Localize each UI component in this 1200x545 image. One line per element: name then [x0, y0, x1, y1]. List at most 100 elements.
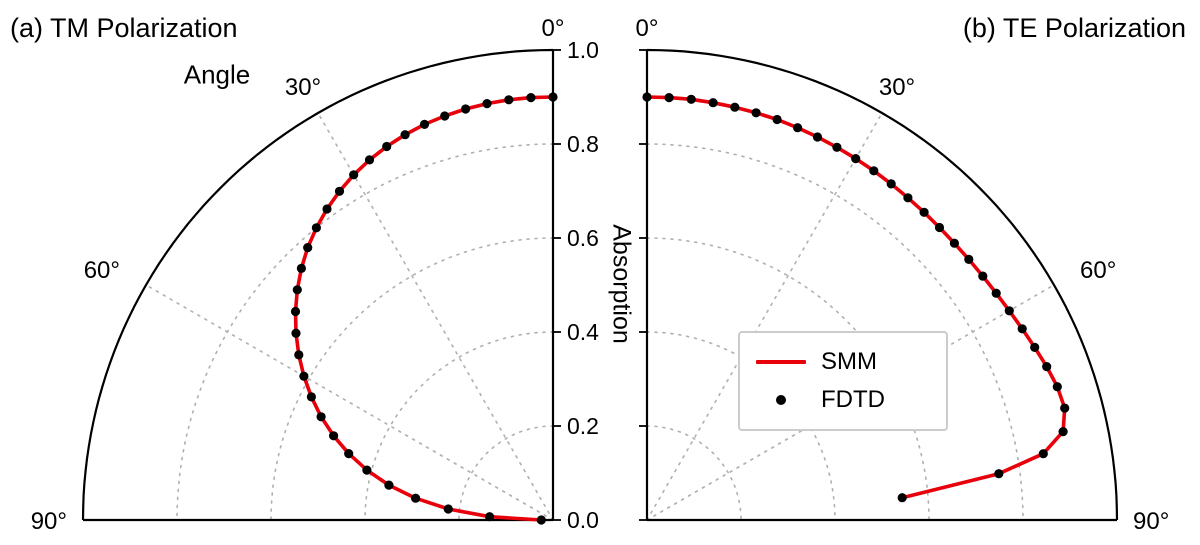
fdtd-point [903, 193, 913, 203]
radial-tick-label: 0.2 [567, 413, 599, 439]
fdtd-point [443, 504, 453, 514]
fdtd-point [1004, 306, 1014, 316]
fdtd-point [1060, 403, 1070, 413]
fdtd-point [461, 104, 471, 114]
fdtd-point [536, 515, 546, 525]
fdtd-point [1038, 449, 1048, 459]
fdtd-point [991, 288, 1001, 298]
panel-a-title: (a) TM Polarization [10, 13, 238, 43]
fdtd-point [1058, 427, 1068, 437]
fdtd-point [548, 92, 558, 102]
fdtd-point [482, 99, 492, 109]
fdtd-point [384, 480, 394, 490]
angle-tick-label: 30° [879, 74, 915, 101]
fdtd-point [664, 93, 674, 103]
fdtd-point [504, 95, 514, 105]
radial-tick-label: 0.8 [567, 131, 599, 157]
fdtd-point [964, 254, 974, 264]
fdtd-point [751, 108, 761, 118]
radial-tick-label: 1.0 [567, 37, 599, 63]
fdtd-point [949, 238, 960, 248]
radial-gridline [364, 331, 554, 521]
legend: SMM FDTD [738, 331, 948, 431]
legend-fdtd-label: FDTD [821, 386, 885, 414]
legend-item-fdtd: FDTD [756, 386, 930, 414]
legend-line-sample [756, 359, 806, 364]
radial-gridline [646, 237, 930, 521]
fdtd-point [294, 350, 304, 360]
fdtd-point [772, 114, 782, 125]
fdtd-point [994, 469, 1004, 479]
angle-gridline [317, 112, 554, 521]
fdtd-point [290, 306, 301, 317]
fdtd-point [919, 207, 929, 217]
fdtd-point [292, 285, 302, 295]
fdtd-point [708, 98, 718, 108]
fdtd-point [303, 243, 313, 253]
angle-tick-label: 90° [1133, 508, 1169, 535]
fdtd-point [299, 371, 309, 381]
fdtd-point [1030, 342, 1040, 352]
fdtd-point [485, 512, 495, 522]
smm-curve [293, 95, 555, 522]
fdtd-point [440, 111, 450, 121]
fdtd-point [411, 493, 421, 503]
radial-gridline [458, 425, 554, 521]
radial-axis-title: Absorption [607, 224, 636, 344]
panel-b-title: (b) TE Polarization [962, 13, 1186, 43]
fdtd-point [978, 271, 988, 281]
fdtd-point [934, 222, 945, 233]
fdtd-point [897, 493, 907, 503]
angle-gridline [145, 284, 554, 521]
fdtd-point [322, 204, 332, 214]
fdtd-point [349, 170, 359, 180]
angle-tick-label: 60° [1080, 257, 1116, 284]
radial-gridline [176, 143, 554, 521]
radial-gridline [270, 237, 554, 521]
fdtd-point [851, 154, 861, 164]
fdtd-point [1017, 324, 1027, 334]
angle-axis-title: Angle [183, 59, 251, 90]
radial-gridline [646, 331, 836, 521]
fdtd-point [686, 94, 696, 104]
fdtd-point [1052, 382, 1062, 392]
angle-tick-label: 90° [31, 508, 67, 535]
fdtd-point [730, 102, 740, 112]
angle-gridline [646, 112, 883, 521]
angle-tick-label: 0° [542, 15, 565, 42]
fdtd-point [344, 449, 354, 459]
fdtd-point [1042, 362, 1052, 372]
fdtd-point [362, 465, 372, 475]
fdtd-point [329, 431, 339, 441]
fdtd-point [382, 141, 392, 152]
fdtd-point [886, 179, 896, 189]
legend-dot-sample [756, 395, 806, 406]
fdtd-point [400, 130, 410, 140]
fdtd-point [316, 412, 326, 422]
legend-smm-label: SMM [821, 347, 877, 375]
fdtd-point [869, 166, 879, 176]
fdtd-point [419, 119, 430, 129]
fdtd-point [812, 132, 823, 142]
fdtd-point [291, 328, 301, 338]
fdtd-point [526, 93, 536, 103]
angle-tick-label: 0° [636, 15, 659, 42]
radial-tick-label: 0.6 [567, 225, 599, 251]
fdtd-point [832, 142, 842, 152]
fdtd-point [642, 92, 652, 102]
fdtd-point [306, 392, 316, 402]
fdtd-point [793, 123, 803, 133]
angle-tick-label: 60° [84, 257, 120, 284]
legend-item-smm: SMM [756, 348, 930, 376]
radial-gridline [646, 143, 1024, 521]
angle-gridline [646, 284, 1055, 521]
fdtd-point [311, 223, 321, 233]
fdtd-point [334, 186, 345, 196]
polar-outer-arc [646, 48, 1119, 521]
radial-tick-label: 0.0 [567, 507, 599, 533]
fdtd-point [364, 155, 375, 165]
fdtd-point [296, 263, 306, 273]
angle-tick-label: 30° [285, 74, 321, 101]
